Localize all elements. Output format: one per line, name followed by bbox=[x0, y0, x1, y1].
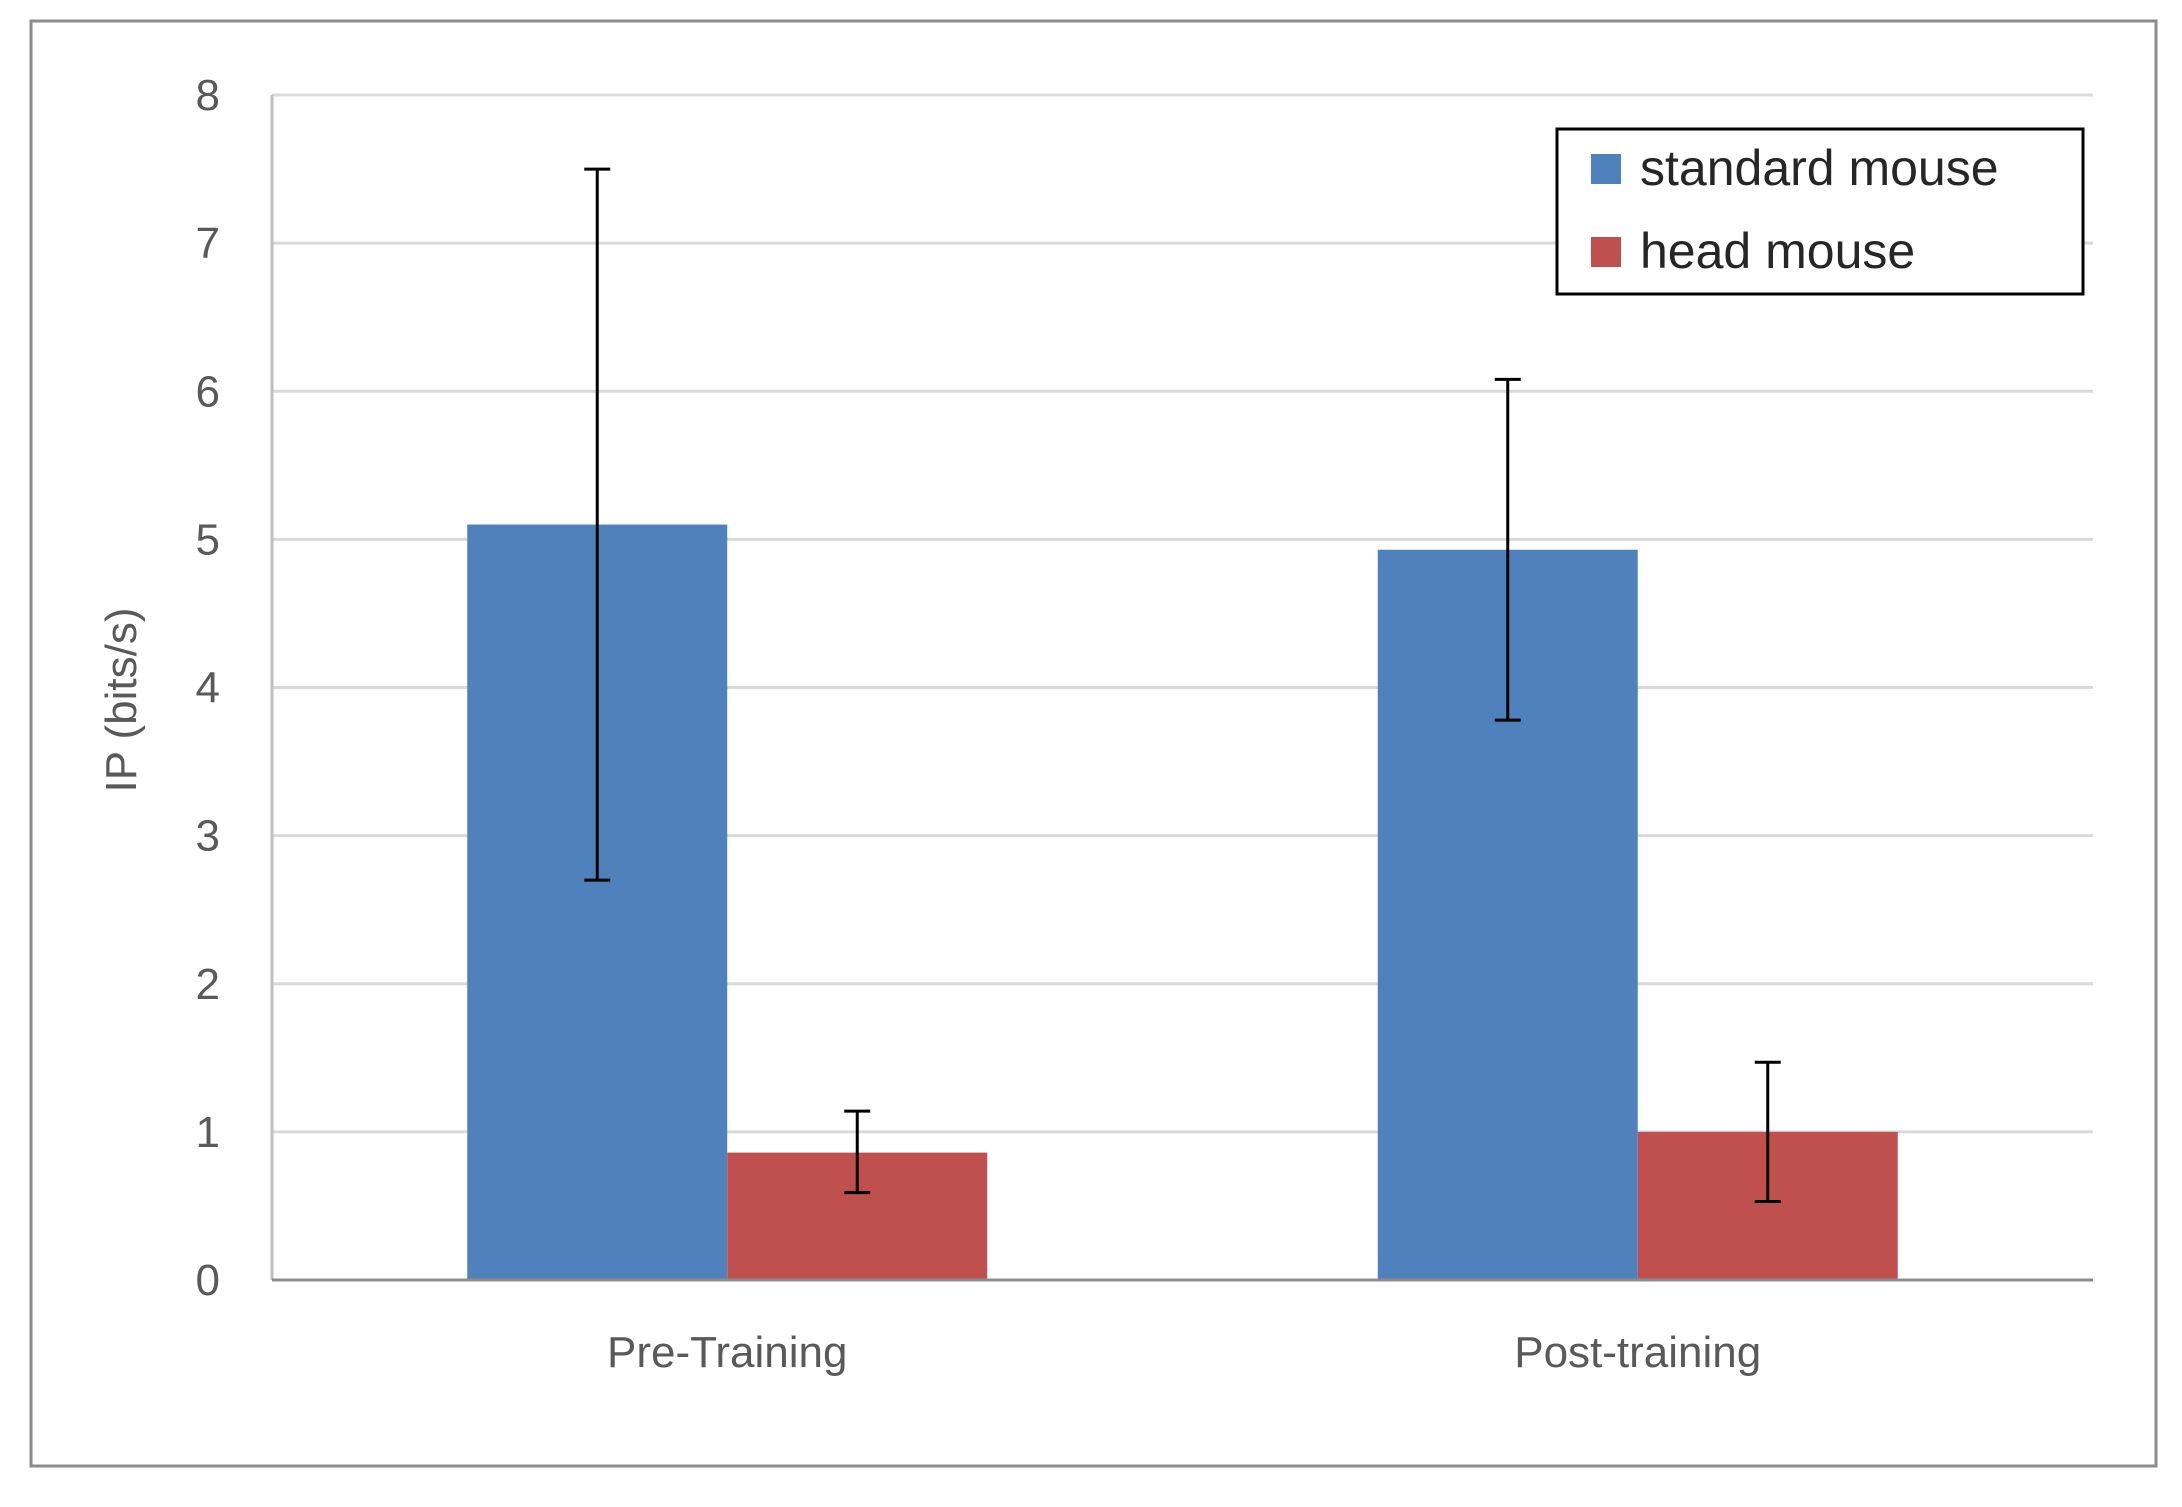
legend-swatch-standard-mouse bbox=[1591, 154, 1621, 184]
error-bar-head-mouse-post-training bbox=[1754, 1060, 1781, 1203]
y-tick-label-2: 2 bbox=[196, 960, 220, 1009]
y-axis-title: IP (bits/s) bbox=[97, 607, 146, 792]
error-bar-standard-mouse-pre-training bbox=[584, 167, 611, 882]
error-bars bbox=[584, 167, 1781, 1203]
y-tick-label-4: 4 bbox=[196, 664, 220, 713]
legend-label-standard-mouse: standard mouse bbox=[1640, 140, 1999, 196]
x-tick-label-post-training: Post-training bbox=[1514, 1328, 1761, 1377]
legend-label-head-mouse: head mouse bbox=[1640, 223, 1915, 279]
legend-swatch-head-mouse bbox=[1591, 237, 1621, 267]
y-tick-label-3: 3 bbox=[196, 812, 220, 861]
y-tick-label-6: 6 bbox=[196, 367, 220, 416]
axes: 0 1 2 3 4 5 6 7 8 Pre-Training Post-training bbox=[196, 71, 2093, 1377]
legend: standard mouse head mouse bbox=[1555, 127, 2085, 296]
x-tick-label-pre-training: Pre-Training bbox=[607, 1328, 847, 1377]
error-bar-head-mouse-pre-training bbox=[844, 1109, 871, 1195]
legend-box bbox=[1555, 127, 2085, 296]
y-tick-label-5: 5 bbox=[196, 515, 220, 564]
y-tick-label-0: 0 bbox=[196, 1256, 220, 1305]
error-bar-standard-mouse-post-training bbox=[1494, 377, 1521, 722]
y-tick-label-8: 8 bbox=[196, 71, 220, 120]
y-tick-label-7: 7 bbox=[196, 219, 220, 268]
y-tick-label-1: 1 bbox=[196, 1108, 220, 1157]
